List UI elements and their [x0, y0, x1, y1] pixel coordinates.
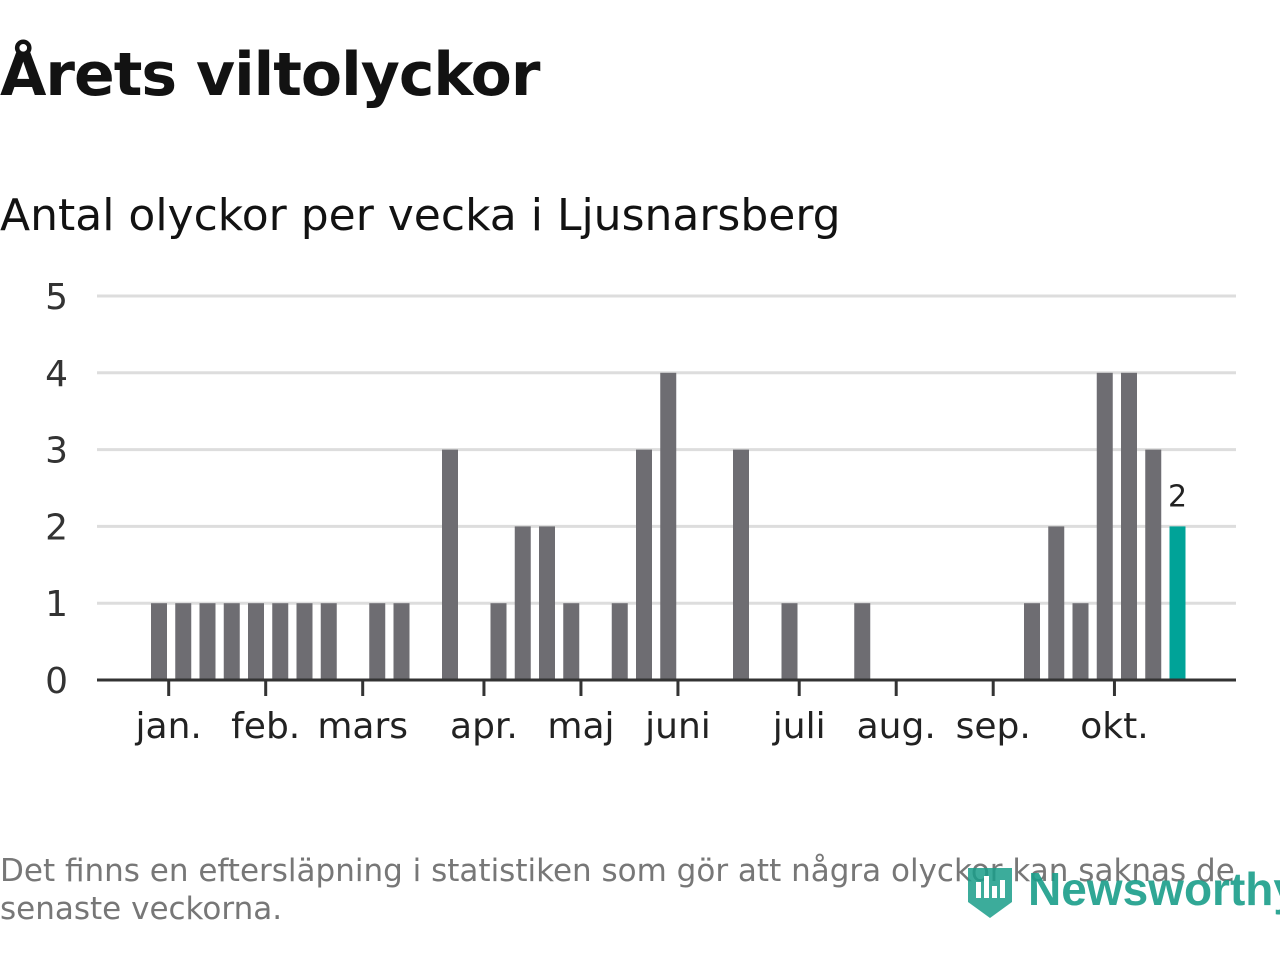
bar	[223, 603, 240, 680]
y-tick-label: 5	[45, 277, 68, 318]
newsworthy-logo-text: Newsworthy	[1028, 863, 1280, 915]
bar-highlight	[1169, 526, 1186, 680]
bar-value-label: 2	[1168, 479, 1187, 514]
bar	[175, 603, 192, 680]
bar	[854, 603, 871, 680]
bar	[1048, 526, 1065, 680]
bar	[733, 449, 749, 680]
y-tick-label: 0	[45, 661, 68, 702]
bar	[563, 603, 580, 680]
x-tick-label: aug.	[857, 706, 936, 747]
x-tick-label: juni	[644, 706, 711, 747]
bar	[248, 603, 264, 680]
footnote: Det finns en eftersläpning i statistiken…	[0, 853, 1235, 927]
bar	[1121, 372, 1137, 680]
x-tick-label: mars	[317, 706, 408, 747]
bars: 2	[151, 372, 1187, 680]
y-tick-label: 1	[45, 584, 68, 625]
bar	[442, 449, 458, 680]
bar	[636, 449, 652, 680]
y-tick-label: 3	[45, 431, 68, 472]
bar	[539, 526, 555, 680]
bar	[781, 603, 798, 680]
x-axis: jan. feb. mars apr. maj juni juli aug. sep. okt.	[97, 678, 1236, 747]
bar	[320, 603, 337, 680]
bar-chart: 0 1 2 3 4 5 2 jan. feb. mars apr. maj juni juli aug.…	[45, 277, 1236, 747]
y-tick-label: 4	[45, 354, 68, 395]
newsworthy-logo: Newsworthy	[964, 858, 1280, 920]
x-tick-label: juli	[772, 706, 826, 747]
bar	[490, 603, 507, 680]
bar	[393, 603, 410, 680]
x-tick-label: jan.	[135, 706, 202, 747]
chart-title: Årets viltolyckor	[0, 40, 540, 110]
bar	[1024, 603, 1040, 680]
y-tick-label: 2	[45, 507, 68, 548]
newsworthy-logo-icon	[968, 868, 1012, 918]
bar	[199, 603, 216, 680]
bar	[369, 603, 386, 680]
bar	[611, 603, 628, 680]
x-tick-label: maj	[547, 706, 614, 747]
bar	[514, 526, 531, 680]
bar	[151, 603, 167, 680]
bar	[660, 372, 677, 680]
bar	[1145, 449, 1162, 680]
bar	[1096, 372, 1113, 680]
bar	[272, 603, 289, 680]
bar	[1072, 603, 1089, 680]
x-tick-label: feb.	[231, 706, 300, 747]
x-tick-label: apr.	[450, 706, 518, 747]
x-tick-label: sep.	[956, 706, 1031, 747]
chart-subtitle: Antal olyckor per vecka i Ljusnarsberg	[0, 190, 841, 241]
x-tick-label: okt.	[1080, 706, 1148, 747]
bar	[296, 603, 313, 680]
